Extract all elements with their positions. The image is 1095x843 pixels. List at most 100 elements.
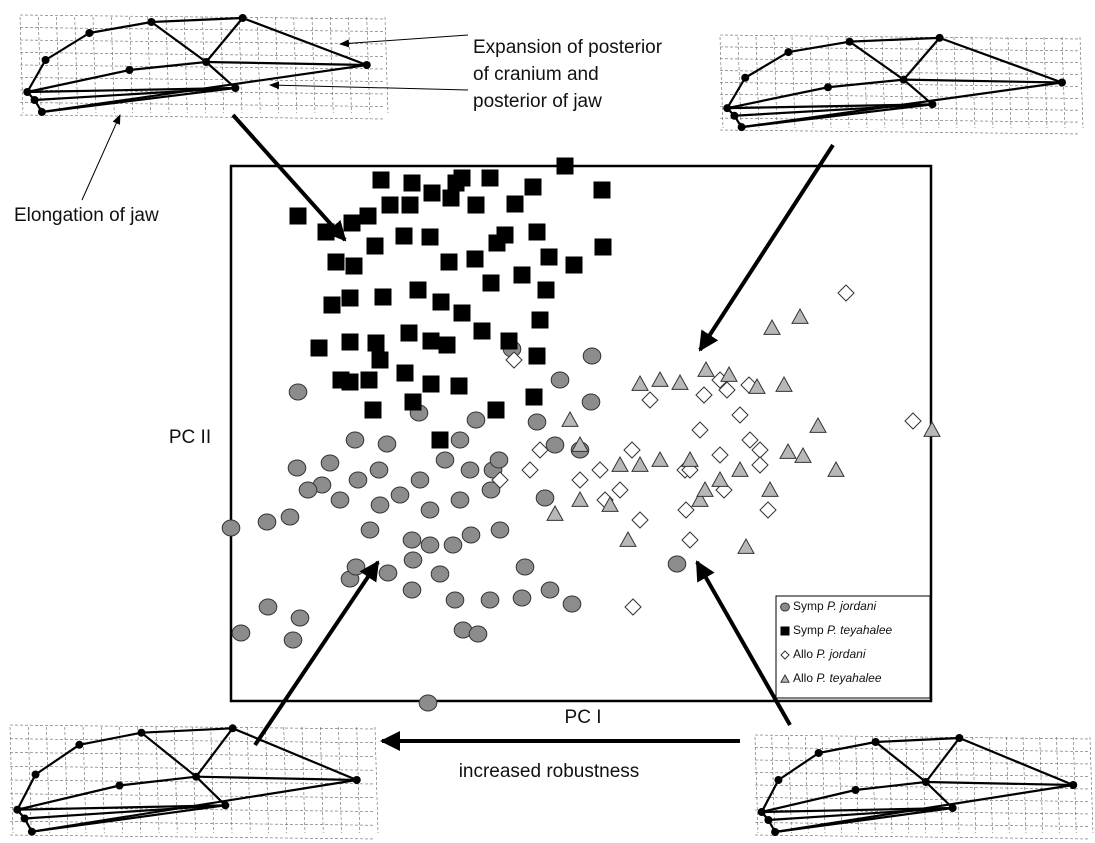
grid-line-decor (855, 736, 859, 834)
legend-symbol (780, 626, 790, 636)
legend-label: Allo P. jordani (793, 647, 866, 661)
point (681, 450, 699, 467)
point (443, 536, 463, 554)
point (320, 454, 340, 472)
point (763, 318, 781, 335)
landmark-link (827, 78, 904, 89)
grid-line-decor (319, 726, 324, 834)
point (556, 157, 574, 175)
grid-line-decor (719, 129, 1081, 135)
annotation: of cranium and (473, 64, 599, 85)
point (671, 373, 689, 390)
grid-line-decor (19, 14, 386, 20)
point (619, 530, 637, 547)
landmark (147, 18, 156, 26)
point (677, 501, 695, 519)
legend-label: Allo P. teyahalee (793, 671, 882, 685)
landmark (352, 776, 361, 784)
grid-line-decor (755, 36, 760, 129)
point (288, 383, 308, 401)
point (366, 237, 384, 255)
point (390, 486, 410, 504)
landmark (221, 801, 230, 810)
landmark (85, 29, 94, 37)
point (360, 521, 380, 539)
grid-line-decor (955, 736, 960, 834)
grid-line-decor (9, 765, 376, 771)
landmark-link (79, 731, 142, 746)
landmark (1069, 781, 1078, 789)
point (450, 377, 468, 395)
landmark (774, 776, 783, 784)
grid-line-decor (719, 34, 1081, 40)
deformation-grid (9, 724, 379, 840)
grid-line-decor (348, 16, 352, 114)
grid-line-decor (19, 27, 386, 32)
point (431, 431, 449, 449)
arrow (695, 560, 792, 726)
grid-line-decor (192, 726, 196, 834)
point (720, 365, 738, 382)
landmark (228, 724, 237, 733)
point (440, 253, 458, 271)
point (748, 377, 766, 394)
point (631, 374, 649, 391)
grid-line-decor (922, 736, 926, 834)
point (779, 442, 797, 459)
pointer (339, 34, 469, 48)
landmark-link (206, 60, 367, 67)
point (528, 223, 546, 241)
landmark-link (925, 780, 1074, 787)
point (540, 248, 558, 266)
point (546, 504, 564, 521)
arrow (698, 143, 835, 352)
grid-line-decor (64, 726, 69, 834)
grid-line-decor (183, 16, 188, 114)
grid-line-decor (754, 834, 1091, 840)
point (741, 431, 759, 449)
landmark-link (26, 59, 47, 93)
grid-line-decor (384, 16, 389, 114)
point (667, 555, 687, 573)
landmark (41, 56, 50, 64)
grid-line-decor (283, 726, 288, 834)
point (515, 558, 535, 576)
point (565, 256, 583, 274)
point (371, 351, 389, 369)
landmark-link (44, 32, 90, 61)
point (403, 174, 421, 192)
grid-line-decor (9, 820, 376, 826)
landmark-link (902, 37, 941, 81)
point (562, 595, 582, 613)
landmark-link (141, 727, 233, 734)
point (581, 393, 601, 411)
point (345, 257, 363, 275)
legend-symbol (780, 650, 790, 660)
point (395, 227, 413, 245)
landmark-link (150, 21, 207, 63)
grid-line-decor (938, 736, 943, 834)
landmark (757, 808, 766, 816)
point (280, 508, 300, 526)
point (794, 446, 812, 463)
landmark-link (27, 68, 130, 94)
point (287, 459, 307, 477)
grid-line-decor (374, 726, 379, 834)
point (624, 598, 642, 616)
point (651, 450, 669, 467)
landmark (75, 740, 84, 749)
landmark-link (232, 727, 358, 782)
point (697, 360, 715, 377)
grid-line-decor (9, 726, 14, 834)
point (691, 421, 709, 439)
point (696, 480, 714, 497)
point (480, 591, 500, 609)
grid-line-decor (246, 726, 251, 834)
landmark-link (855, 780, 926, 792)
grid-line-decor (238, 16, 243, 114)
point (481, 481, 501, 499)
landmark-link (958, 736, 1074, 787)
point (751, 441, 769, 459)
grid-line-decor (754, 759, 1091, 765)
landmark (137, 728, 146, 737)
